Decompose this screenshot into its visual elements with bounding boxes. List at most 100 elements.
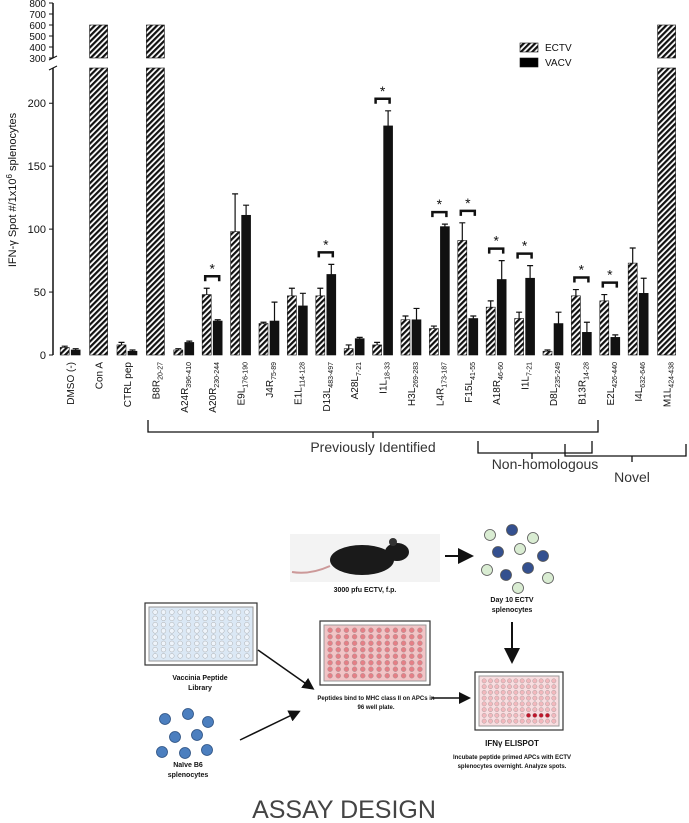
well [169,634,175,640]
error-bar [498,259,505,280]
category: CTRL pep [123,362,134,408]
y-label: IFN-γ Spot #/1x10 [7,178,19,267]
bar [127,350,138,356]
well [409,673,415,679]
well [235,634,242,640]
well [392,627,399,633]
well [343,653,350,659]
bar [440,226,450,356]
well [177,653,183,659]
well [227,615,233,621]
well [384,660,390,666]
well [417,660,423,666]
naive-cluster [156,708,214,759]
cell [514,543,526,555]
well [532,684,538,690]
bar [400,319,411,356]
error-bar [527,265,534,279]
error-bar [214,319,221,322]
bar [599,300,610,356]
error-bar [516,311,523,319]
well [376,666,382,672]
bar [457,240,468,356]
bar [343,348,354,356]
well [526,712,531,718]
well [219,615,225,621]
category-sub: 483-497 [328,362,335,388]
error-bar [629,247,636,264]
well [409,666,415,672]
well [343,673,350,679]
well [327,640,333,646]
well [507,701,512,707]
error-bar [299,292,306,306]
well [532,678,538,684]
naive-caption: Naïve B6 splenocytes [168,762,209,779]
category: D8L [549,387,560,406]
error-bar [345,344,352,349]
well [494,684,500,690]
error-bar [260,321,267,324]
y-tick-label: 150 [28,161,46,173]
well [488,718,493,724]
x-tick-label: I1L7-21 [521,362,534,390]
category: A20R [208,388,219,413]
well [417,673,423,679]
well [360,673,366,679]
well [532,689,538,695]
well [409,634,415,640]
error-bar [175,348,182,350]
line: Incubate peptide primed APCs with ECTV [453,755,571,761]
well [160,634,167,640]
category: L4R [435,388,446,406]
bar [468,318,479,356]
error-bar [72,348,79,350]
sig-bracket [516,252,533,259]
well [481,695,487,701]
legend-label: VACV [545,58,572,69]
well [244,628,250,634]
bar [298,305,308,356]
well [417,627,423,633]
well [526,684,531,690]
category-sub: 114-128 [299,362,306,387]
plate-inner [148,606,254,662]
bar [485,306,496,356]
well [526,718,531,724]
well [545,695,550,701]
well [210,647,217,653]
sig-star: * [579,262,585,278]
sig-star: * [522,238,528,254]
well [327,647,333,653]
well [392,640,399,646]
bar [638,293,649,356]
well [351,627,358,633]
line: splenocytes overnight. Analyze spots. [458,764,567,770]
error-bar [470,315,477,319]
well [185,653,192,659]
legend-swatch [519,42,539,53]
category: I1L [521,376,532,390]
well [538,707,544,713]
well [160,647,167,653]
well [160,640,167,646]
well [360,653,366,659]
category: Con A [95,362,106,390]
bar [146,67,165,356]
sig-bracket [431,210,448,218]
well [169,653,175,659]
bar [354,338,365,356]
error-bar [328,263,335,275]
line: Peptides bind to MHC class II on APCs in [317,696,434,702]
well [335,647,341,653]
y-label-sup: 6 [5,173,14,178]
well [392,660,399,666]
category-sub: 396-410 [186,362,193,388]
well [360,666,366,672]
well [519,684,525,690]
x-tick-label: E9L176-190 [237,362,250,406]
error-bar [572,288,579,296]
well [545,712,550,718]
sig-bracket [573,276,590,283]
bar [411,319,422,356]
